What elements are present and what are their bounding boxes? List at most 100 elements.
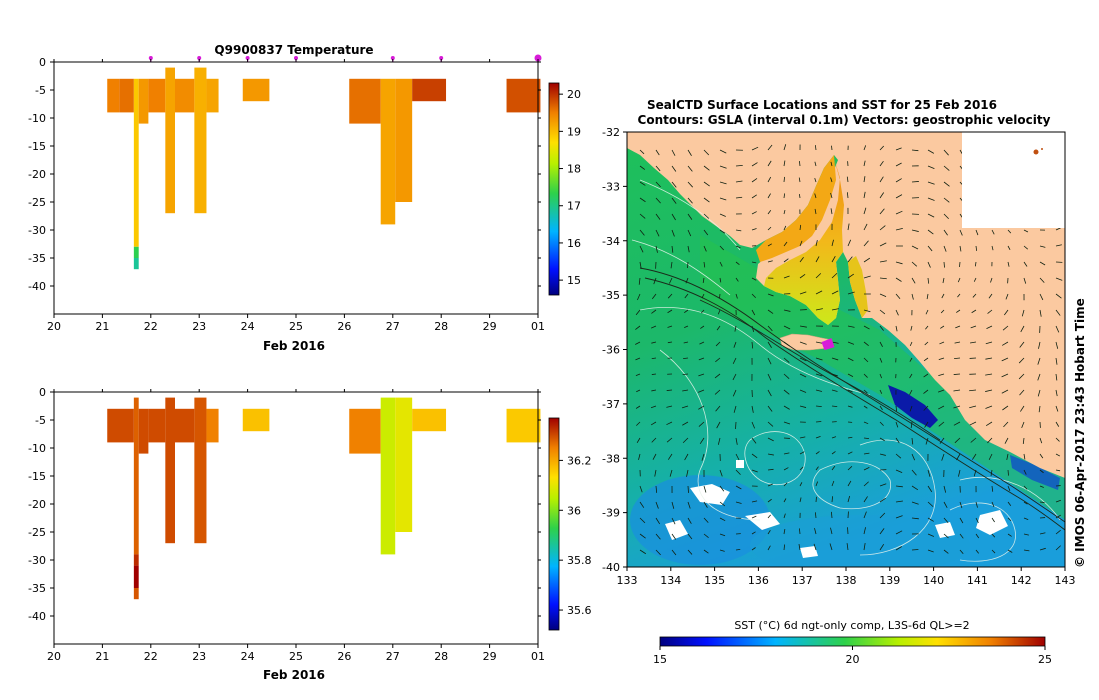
velocity-vector xyxy=(1039,485,1044,488)
velocity-vector xyxy=(895,210,903,215)
velocity-vector xyxy=(985,357,993,360)
temperature-colorbar-ticks: 15 16 17 18 19 20 xyxy=(559,88,581,287)
velocity-vector xyxy=(655,533,661,540)
velocity-vector xyxy=(927,213,935,218)
velocity-vector xyxy=(735,548,741,551)
velocity-vector xyxy=(987,309,993,314)
velocity-vector xyxy=(735,196,743,199)
velocity-vector xyxy=(1001,373,1009,378)
velocity-vector xyxy=(879,176,884,183)
cool-eddy xyxy=(630,475,770,565)
velocity-vector xyxy=(847,451,853,455)
velocity-vector xyxy=(1023,261,1028,267)
x-tick-label: 27 xyxy=(386,320,400,333)
velocity-vector xyxy=(751,146,759,151)
velocity-vector xyxy=(958,469,961,477)
velocity-vector xyxy=(1023,245,1029,250)
velocity-vector xyxy=(927,197,935,201)
velocity-vector xyxy=(698,373,705,377)
velocity-vector xyxy=(783,275,790,279)
velocity-vector xyxy=(815,405,822,408)
velocity-vector xyxy=(799,256,804,263)
velocity-vector xyxy=(700,325,705,329)
velocity-vector xyxy=(879,357,883,363)
velocity-vector xyxy=(767,357,772,365)
velocity-vector xyxy=(911,293,914,300)
velocity-vector xyxy=(814,208,817,215)
velocity-vector xyxy=(831,341,839,344)
salinity-cells xyxy=(107,397,541,600)
velocity-vector xyxy=(879,341,883,347)
sst-colorbar-tick-label: 15 xyxy=(653,653,667,666)
x-tick-label: 29 xyxy=(483,650,497,663)
sample-marker xyxy=(148,56,153,60)
map-y-tick-label: -32 xyxy=(602,126,620,139)
velocity-vector xyxy=(975,229,979,236)
velocity-vector xyxy=(651,293,657,300)
velocity-vector xyxy=(638,453,641,460)
velocity-vector xyxy=(767,144,773,151)
temperature-panel: Q9900837 Temperature 20 21 22 23 24 25 26 27 28 2… xyxy=(28,43,581,353)
salinity-y-ticks: 0 -5 -10 -15 -20 -25 -30 -35 -40 xyxy=(28,386,541,623)
velocity-vector xyxy=(938,405,945,410)
data-cell xyxy=(148,408,166,443)
colorbar-tick-label: 20 xyxy=(567,88,581,101)
x-tick-label: 22 xyxy=(144,320,158,333)
velocity-vector xyxy=(703,485,707,493)
velocity-vector xyxy=(799,273,806,279)
velocity-vector xyxy=(1007,549,1013,553)
velocity-vector xyxy=(682,373,689,376)
velocity-vector xyxy=(735,180,743,183)
y-tick-label: -35 xyxy=(28,582,46,595)
velocity-vector xyxy=(1003,421,1009,428)
velocity-vector xyxy=(863,437,870,440)
velocity-vector xyxy=(895,453,902,459)
velocity-vector xyxy=(735,164,743,167)
colorbar-tick-label: 18 xyxy=(567,163,581,176)
velocity-vector xyxy=(639,245,644,253)
velocity-vector xyxy=(732,357,737,364)
velocity-vector xyxy=(783,405,790,410)
velocity-vector xyxy=(783,421,791,425)
velocity-vector xyxy=(927,533,935,537)
velocity-vector xyxy=(940,325,945,329)
velocity-vector xyxy=(1007,501,1012,506)
velocity-vector xyxy=(895,515,903,519)
velocity-vectors xyxy=(635,144,1063,556)
velocity-vector xyxy=(667,293,673,299)
velocity-vector xyxy=(799,357,807,362)
velocity-vector xyxy=(863,257,871,263)
velocity-vector xyxy=(815,256,820,263)
velocity-vector xyxy=(687,165,693,172)
velocity-vector xyxy=(959,501,963,509)
velocity-vector xyxy=(830,161,833,167)
velocity-vector xyxy=(863,481,869,487)
velocity-vector xyxy=(651,357,657,360)
velocity-vector xyxy=(719,261,723,267)
data-cell xyxy=(165,397,175,544)
velocity-vector xyxy=(1007,517,1012,522)
data-cell xyxy=(133,78,139,247)
x-tick-label: 22 xyxy=(144,650,158,663)
velocity-vector xyxy=(879,160,884,167)
velocity-vector xyxy=(667,341,673,344)
velocity-vector xyxy=(1021,309,1025,317)
spencer-gulf xyxy=(764,158,844,325)
velocity-vector xyxy=(911,485,919,491)
x-tick-label: 01 xyxy=(531,650,545,663)
data-cell xyxy=(395,78,413,202)
velocity-vector xyxy=(734,325,737,332)
x-tick-label: 01 xyxy=(531,320,545,333)
velocity-vector xyxy=(733,405,737,413)
velocity-vector xyxy=(863,309,871,313)
data-cell xyxy=(133,565,139,588)
velocity-vector xyxy=(732,373,737,381)
velocity-vector xyxy=(699,341,705,345)
velocity-vector xyxy=(669,277,673,284)
velocity-vector xyxy=(830,177,833,183)
mainland xyxy=(627,132,1065,478)
velocity-vector xyxy=(653,277,657,285)
velocity-vector xyxy=(767,498,772,503)
gsla-contour xyxy=(631,239,731,296)
velocity-vector xyxy=(715,357,721,363)
